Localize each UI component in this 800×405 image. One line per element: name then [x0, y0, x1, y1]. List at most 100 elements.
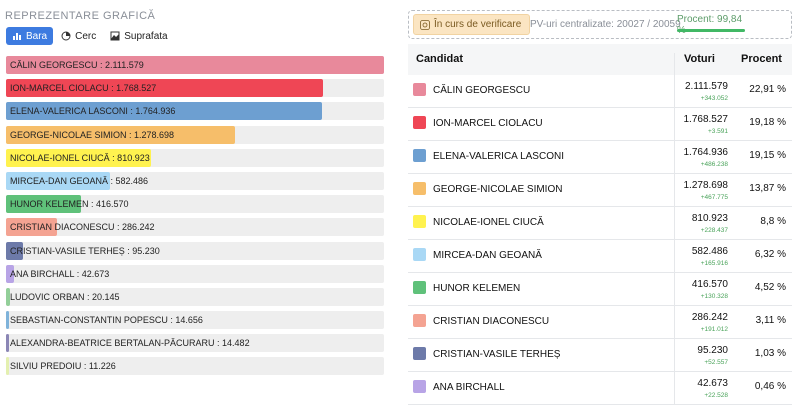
chart-type-tabs: Bara Cerc Suprafata: [6, 27, 174, 45]
votes-delta: +52.557: [704, 359, 728, 366]
percent-value: 22,91 %: [749, 84, 786, 95]
percent-label: Procent: 99,84 %: [677, 14, 743, 36]
tab-suprafata[interactable]: Suprafata: [104, 27, 173, 45]
verification-badge[interactable]: În curs de verificare: [413, 14, 531, 35]
column-divider: [674, 53, 675, 84]
color-swatch: [413, 248, 426, 261]
percent-track: [677, 29, 745, 32]
bar: [6, 79, 323, 98]
table-row[interactable]: CĂLIN GEORGESCU 2.111.579 +343.052 22,91 %: [408, 75, 792, 108]
column-divider: [674, 240, 675, 272]
bar: [6, 171, 111, 190]
votes-value: 42.673: [697, 378, 728, 389]
candidate-name: CRISTIAN-VASILE TERHEȘ: [433, 349, 561, 360]
column-divider: [674, 174, 675, 206]
table-header: Candidat Voturi Procent: [408, 44, 792, 84]
table-body: CĂLIN GEORGESCU 2.111.579 +343.052 22,91 % I…: [408, 75, 792, 405]
bar-label: SEBASTIAN-CONSTANTIN POPESCU : 14.656: [10, 315, 203, 326]
tab-bar-label: Bara: [26, 30, 48, 42]
tab-cerc[interactable]: Cerc: [55, 27, 102, 45]
bar: [6, 287, 10, 306]
bar-label: ELENA-VALERICA LASCONI : 1.764.936: [10, 106, 176, 117]
candidate-name: CĂLIN GEORGESCU: [433, 85, 531, 96]
bar-label: CĂLIN GEORGESCU : 2.111.579: [10, 60, 144, 70]
column-divider: [674, 273, 675, 305]
votes-value: 286.242: [691, 312, 728, 323]
bar-label: SILVIU PREDOIU : 11.226: [10, 361, 116, 372]
bar-label: GEORGE-NICOLAE SIMION : 1.278.698: [10, 129, 175, 140]
column-divider: [674, 372, 675, 404]
percent-value: 19,15 %: [749, 150, 786, 161]
table-row[interactable]: ELENA-VALERICA LASCONI 1.764.936 +486.238 1…: [408, 141, 792, 174]
table-row[interactable]: ANA BIRCHALL 42.673 +22.528 0,46 %: [408, 372, 792, 405]
bar-row[interactable]: ION-MARCEL CIOLACU : 1.768.527: [6, 79, 384, 98]
votes-value: 1.768.527: [683, 114, 729, 125]
bar-row[interactable]: GEORGE-NICOLAE SIMION : 1.278.698: [6, 125, 384, 144]
percent-fill: [677, 29, 745, 32]
table-row[interactable]: CRISTIAN-VASILE TERHEȘ 95.230 +52.557 1,03 …: [408, 339, 792, 372]
votes-delta: +191.012: [700, 326, 728, 333]
bar-label: ANA BIRCHALL : 42.673: [10, 268, 110, 279]
table-row[interactable]: HUNOR KELEMEN 416.570 +130.328 4,52 %: [408, 273, 792, 306]
table-row[interactable]: GEORGE-NICOLAE SIMION 1.278.698 +467.775 13…: [408, 174, 792, 207]
candidate-name: ELENA-VALERICA LASCONI: [433, 151, 564, 162]
votes-delta: +343.052: [700, 95, 728, 102]
bar-label: LUDOVIC ORBAN : 20.145: [10, 291, 120, 302]
bar-row[interactable]: LUDOVIC ORBAN : 20.145: [6, 287, 384, 306]
bar-row[interactable]: SEBASTIAN-CONSTANTIN POPESCU : 14.656: [6, 311, 384, 330]
bar-row[interactable]: HUNOR KELEMEN : 416.570: [6, 195, 384, 214]
bar-row[interactable]: CRISTIAN DIACONESCU : 286.242: [6, 218, 384, 237]
column-divider: [674, 75, 675, 107]
candidate-name: MIRCEA-DAN GEOANĂ: [433, 250, 542, 261]
bar: [6, 311, 10, 330]
area-chart-icon: [110, 31, 120, 41]
candidate-name: HUNOR KELEMEN: [433, 283, 521, 294]
bar-row[interactable]: CĂLIN GEORGESCU : 2.111.579: [6, 56, 384, 74]
color-swatch: [413, 380, 426, 393]
bar-row[interactable]: NICOLAE-IONEL CIUCĂ : 810.923: [6, 148, 384, 167]
header-votes: Voturi: [684, 53, 715, 65]
bar: [6, 241, 24, 260]
column-divider: [674, 306, 675, 338]
color-swatch: [413, 83, 426, 96]
color-swatch: [413, 347, 426, 360]
candidate-name: NICOLAE-IONEL CIUCĂ: [433, 217, 544, 228]
votes-delta: +165.916: [700, 260, 728, 267]
votes-delta: +228.437: [700, 227, 728, 234]
votes-value: 810.923: [691, 213, 728, 224]
tab-suprafata-label: Suprafata: [124, 30, 168, 42]
votes-value: 2.111.579: [684, 81, 728, 92]
bar-label: NICOLAE-IONEL CIUCĂ : 810.923: [10, 152, 150, 163]
pv-count: PV-uri centralizate: 20027 / 20059: [530, 19, 681, 30]
bar-row[interactable]: ALEXANDRA-BEATRICE BERTALAN-PĂCURARU : 1…: [6, 334, 384, 353]
bar: [6, 56, 384, 74]
bar-row[interactable]: ELENA-VALERICA LASCONI : 1.764.936: [6, 102, 384, 121]
bar-row[interactable]: SILVIU PREDOIU : 11.226: [6, 357, 384, 376]
results-panel: În curs de verificare PV-uri centralizat…: [408, 0, 800, 405]
candidate-name: ANA BIRCHALL: [433, 382, 505, 393]
votes-value: 1.764.936: [683, 147, 729, 158]
votes-value: 416.570: [691, 279, 728, 290]
bar-row[interactable]: MIRCEA-DAN GEOANĂ : 582.486: [6, 171, 384, 190]
tab-bar[interactable]: Bara: [6, 27, 54, 45]
candidate-name: ION-MARCEL CIOLACU: [433, 118, 543, 129]
color-swatch: [413, 149, 426, 162]
bar-chart-icon: [13, 33, 21, 40]
votes-delta: +486.238: [700, 161, 728, 168]
bar: [6, 125, 235, 144]
bar-label: HUNOR KELEMEN : 416.570: [10, 199, 129, 210]
bar-row[interactable]: ANA BIRCHALL : 42.673: [6, 264, 384, 283]
votes-value: 582.486: [691, 246, 728, 257]
bar: [6, 334, 10, 353]
candidate-name: GEORGE-NICOLAE SIMION: [433, 184, 563, 195]
bar-row[interactable]: CRISTIAN-VASILE TERHEȘ : 95.230: [6, 241, 384, 260]
bar-label: CRISTIAN-VASILE TERHEȘ : 95.230: [10, 245, 160, 256]
percent-value: 8,8 %: [760, 216, 786, 227]
table-row[interactable]: CRISTIAN DIACONESCU 286.242 +191.012 3,11 %: [408, 306, 792, 339]
bar: [6, 148, 152, 167]
percent-value: 13,87 %: [749, 183, 786, 194]
table-row[interactable]: ION-MARCEL CIOLACU 1.768.527 +3.591 19,18 %: [408, 108, 792, 141]
header-candidate: Candidat: [416, 53, 464, 65]
table-row[interactable]: NICOLAE-IONEL CIUCĂ 810.923 +228.437 8,8 %: [408, 207, 792, 240]
table-row[interactable]: MIRCEA-DAN GEOANĂ 582.486 +165.916 6,32 %: [408, 240, 792, 273]
